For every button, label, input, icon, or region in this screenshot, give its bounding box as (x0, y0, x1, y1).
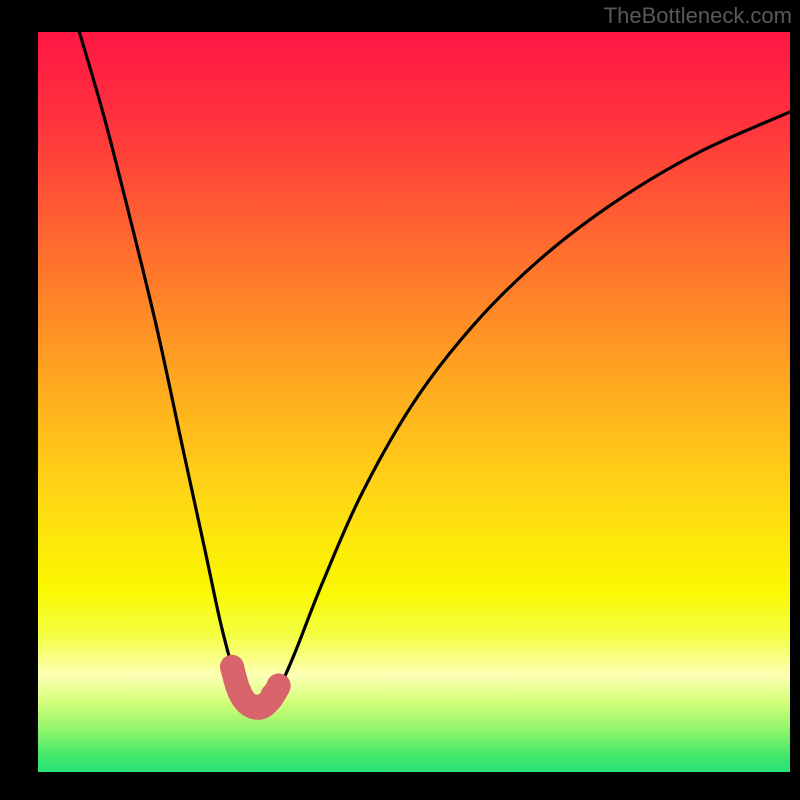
watermark-text: TheBottleneck.com (604, 3, 792, 29)
valley-bead-group (220, 655, 291, 718)
chart-curve-layer (38, 32, 790, 772)
plot-area (38, 32, 790, 772)
valley-bead (267, 673, 291, 697)
bottleneck-curve (79, 32, 790, 709)
valley-bead (220, 655, 244, 679)
